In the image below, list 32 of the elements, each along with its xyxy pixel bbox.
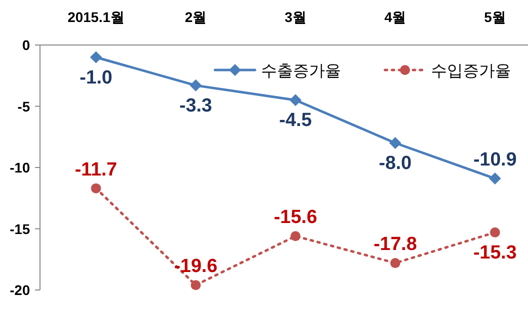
data-label: -10.9 (473, 150, 517, 171)
y-tick-label: -10 (10, 160, 30, 176)
data-label: -15.3 (473, 242, 517, 264)
data-label: -3.3 (179, 95, 212, 116)
x-tick-label: 5월 (484, 9, 506, 25)
point (190, 79, 202, 92)
x-tick-label: 2015.1월 (68, 9, 124, 25)
y-tick-label: -20 (10, 282, 30, 298)
point (91, 183, 101, 194)
point (90, 51, 102, 64)
x-tick-label: 4월 (384, 9, 406, 25)
y-tick-label: -5 (18, 98, 30, 114)
data-label: -8.0 (378, 153, 412, 174)
y-tick-label: 0 (22, 37, 30, 53)
legend-label: 수입증가율 (431, 63, 511, 80)
data-label: -19.6 (174, 256, 218, 278)
point (290, 94, 302, 106)
point (290, 231, 300, 242)
data-label: -11.7 (74, 159, 118, 180)
data-label: -17.8 (374, 234, 417, 256)
point (389, 137, 402, 149)
point (490, 227, 500, 238)
x-tick-label: 2월 (184, 9, 207, 25)
point (489, 172, 501, 185)
data-label: -1.0 (80, 67, 112, 88)
point (190, 280, 201, 290)
point (390, 258, 400, 268)
x-tick-label: 3월 (284, 9, 306, 25)
data-label: -15.6 (274, 207, 318, 228)
y-tick-label: -15 (10, 220, 30, 237)
data-label: -4.5 (279, 110, 312, 132)
legend-label: 수출증가율 (261, 63, 341, 80)
